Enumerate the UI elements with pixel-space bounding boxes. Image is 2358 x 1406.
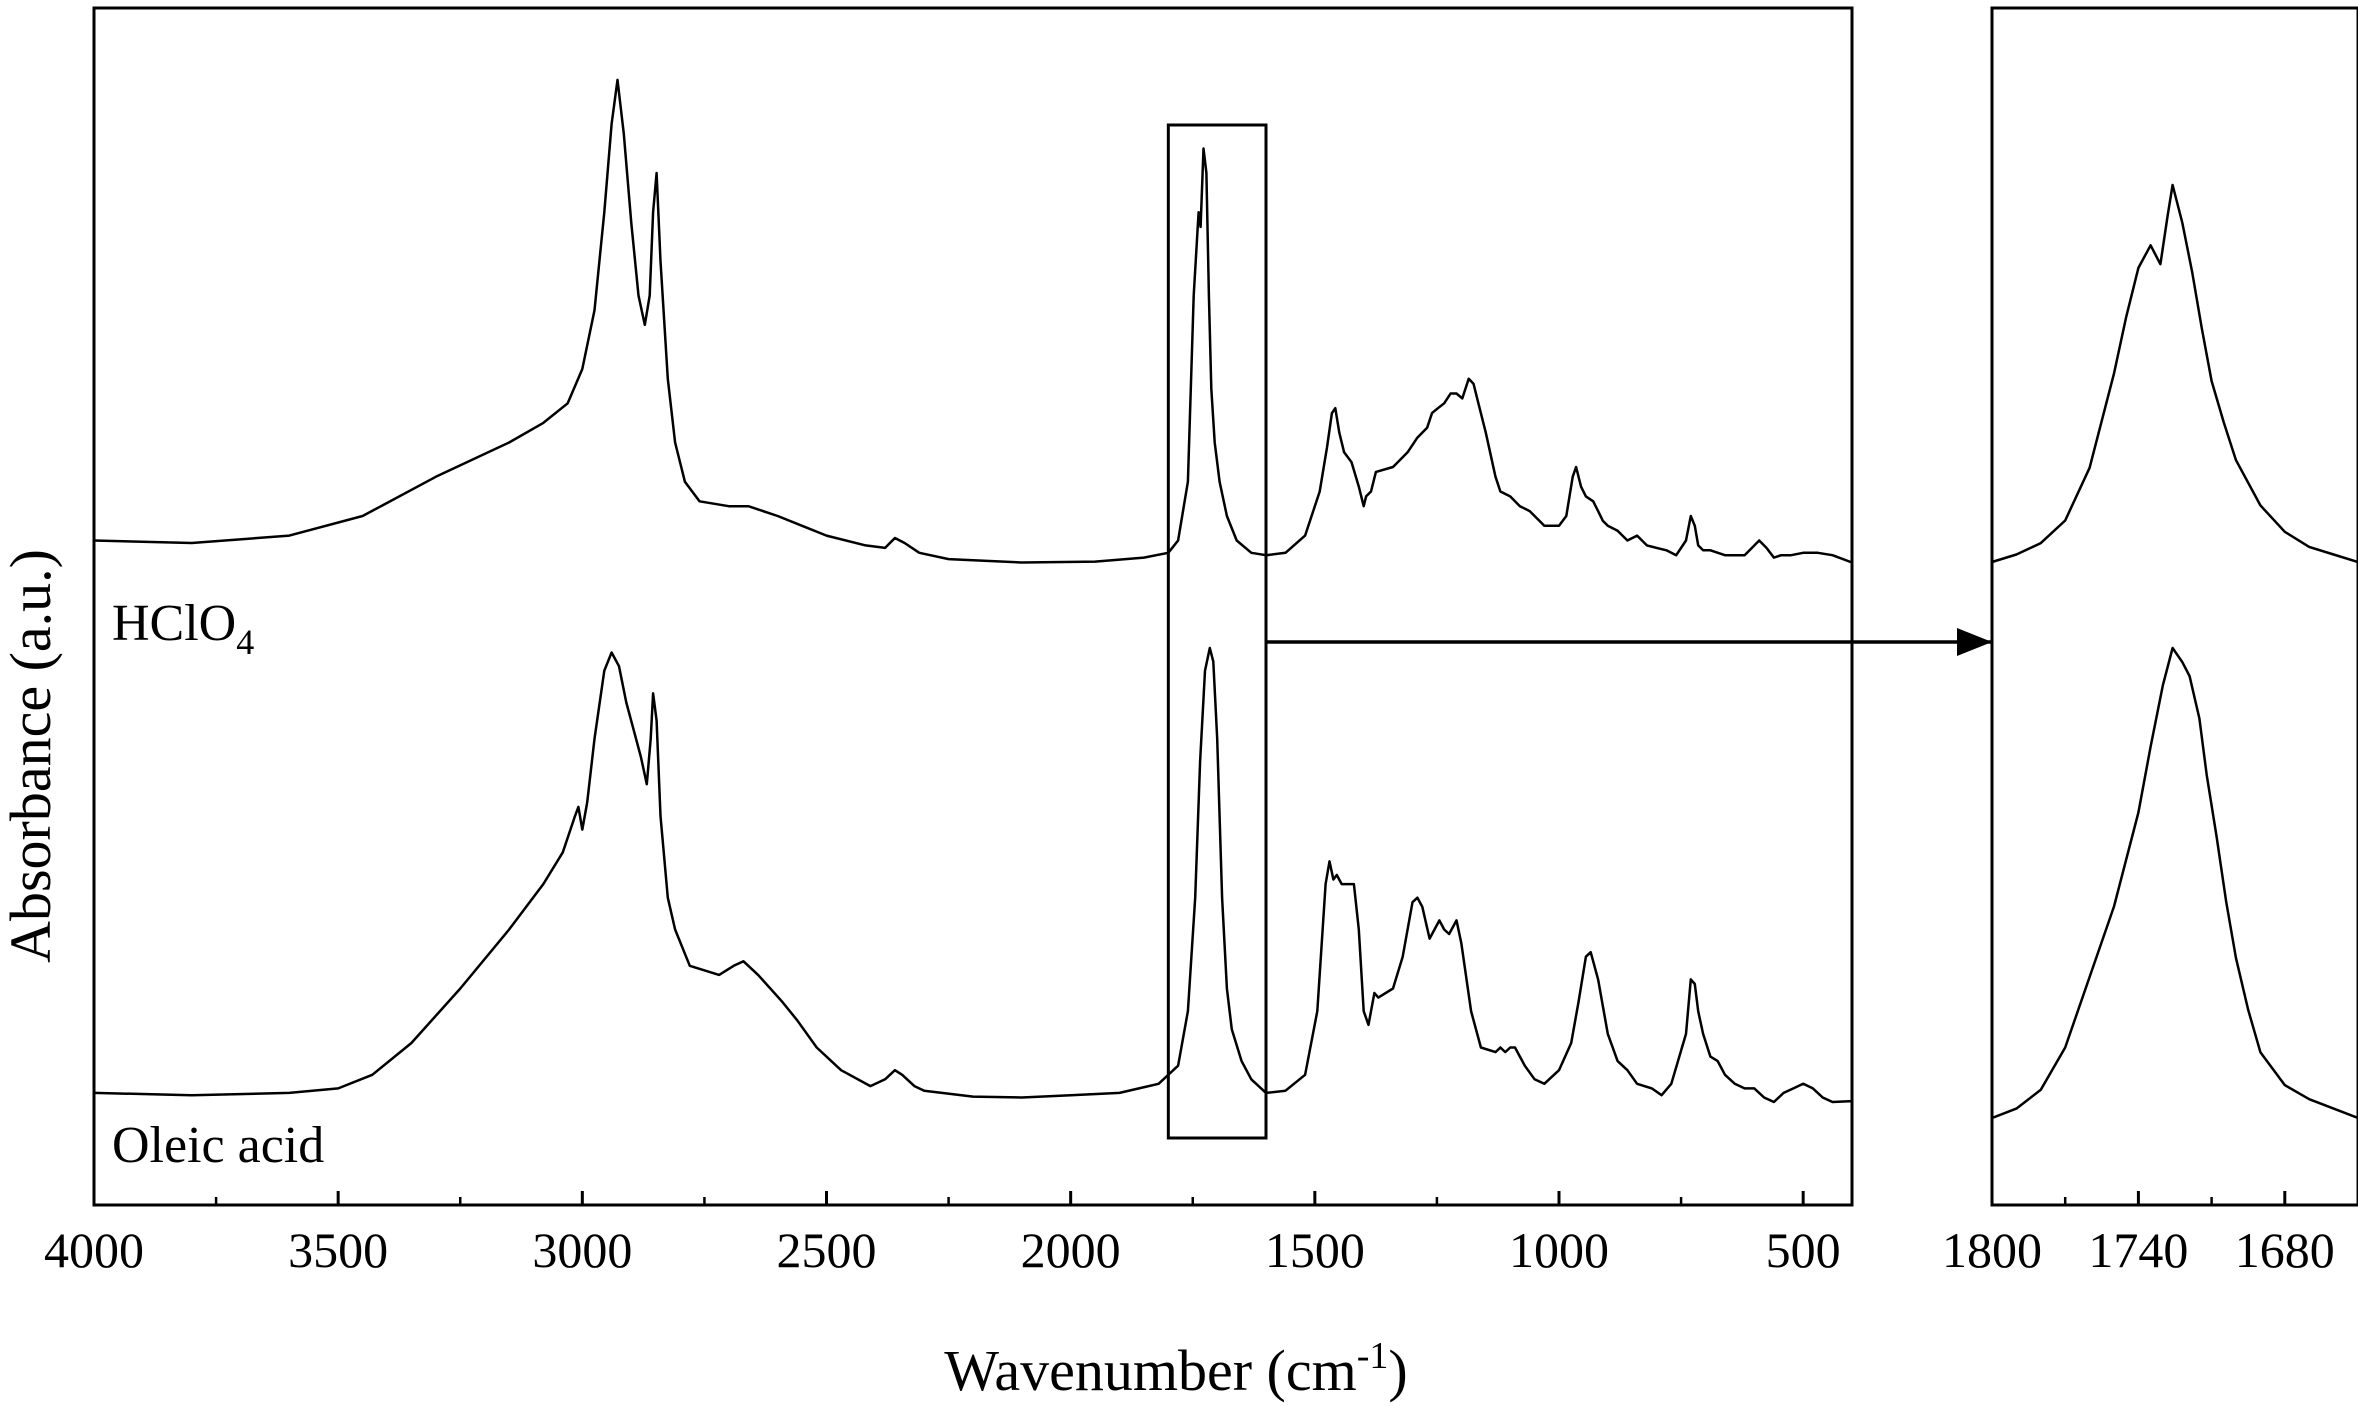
inset-x-ticks: 1800 1740 1680: [1942, 1191, 2335, 1278]
main-plot-frame: [92, 6, 1854, 1207]
inset-series-line-hclo4: [1991, 183, 2358, 564]
inset-panel: 1800 1740 1680: [1942, 6, 2358, 1278]
x-axis-title: Wavenumber (cm-1): [944, 1335, 1407, 1403]
main-series-group: [93, 78, 1853, 1104]
x-tick-label-500: 500: [1766, 1222, 1841, 1278]
series-line-hclo4: [93, 78, 1853, 564]
main-x-ticks: 4000 3500 3000 2500 2000 1500 1000 500: [44, 1191, 1841, 1278]
series-label-hclo4: HClO4: [112, 595, 254, 662]
series-label-oleic-acid: Oleic acid: [112, 1117, 324, 1174]
inset-x-tick-label-1740: 1740: [2088, 1222, 2188, 1278]
inset-plot-frame: [1990, 6, 2358, 1207]
inset-series-line-oleic-acid: [1991, 646, 2358, 1120]
inset-x-tick-label-1800: 1800: [1942, 1222, 2042, 1278]
y-axis-title: Absorbance (a.u.): [0, 549, 63, 963]
x-tick-label-4000: 4000: [44, 1222, 144, 1278]
highlight-box: [1166, 123, 1268, 1140]
inset-x-tick-label-1680: 1680: [2235, 1222, 2335, 1278]
x-tick-label-1500: 1500: [1265, 1222, 1365, 1278]
x-tick-label-3500: 3500: [288, 1222, 388, 1278]
x-tick-label-3000: 3000: [532, 1222, 632, 1278]
x-tick-label-2500: 2500: [777, 1222, 877, 1278]
x-tick-label-2000: 2000: [1021, 1222, 1121, 1278]
x-tick-label-1000: 1000: [1509, 1222, 1609, 1278]
inset-series-group: [1991, 183, 2358, 1120]
series-line-oleic-acid: [93, 646, 1853, 1104]
main-panel: 4000 3500 3000 2500 2000 1500 1000 500 HClO4 Ol…: [0, 6, 1854, 1403]
